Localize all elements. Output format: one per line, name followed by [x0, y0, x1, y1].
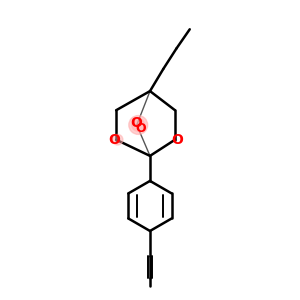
Circle shape — [129, 116, 148, 134]
Text: O: O — [108, 133, 120, 147]
Text: O: O — [130, 116, 142, 130]
Text: O: O — [135, 122, 146, 135]
Text: O: O — [171, 133, 183, 147]
Circle shape — [112, 134, 123, 145]
Circle shape — [132, 118, 145, 131]
